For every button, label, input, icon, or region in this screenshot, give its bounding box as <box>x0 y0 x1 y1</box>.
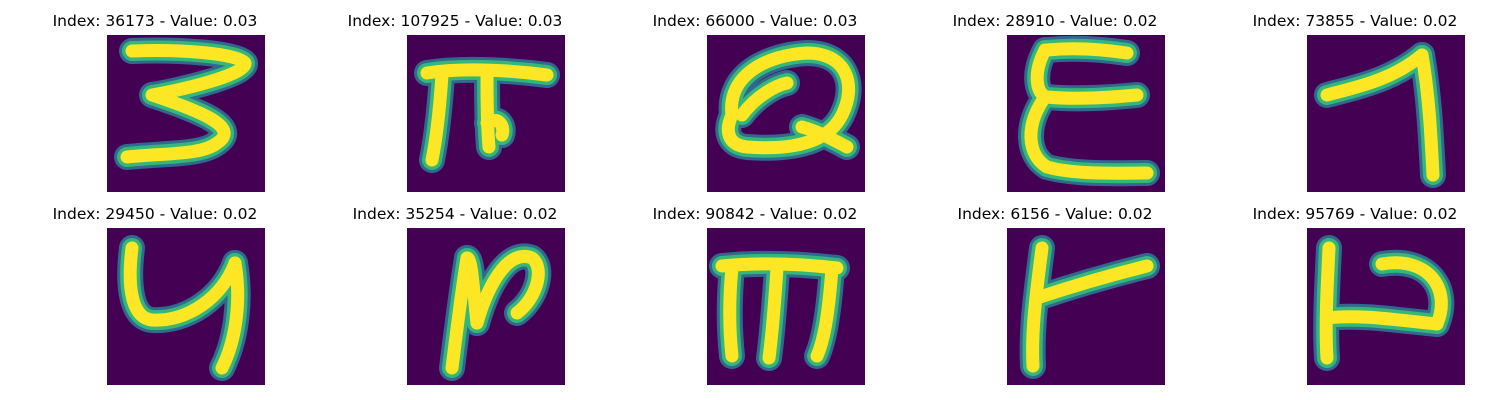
image-panel: Index: 6156 - Value: 0.02 <box>905 193 1205 393</box>
image-panel: Index: 28910 - Value: 0.02 <box>905 0 1205 200</box>
panel-title: Index: 95769 - Value: 0.02 <box>1252 205 1458 223</box>
image-panel: Index: 90842 - Value: 0.02 <box>605 193 905 393</box>
panel-title: Index: 28910 - Value: 0.02 <box>952 12 1158 30</box>
image-panel: Index: 36173 - Value: 0.03 <box>5 0 305 200</box>
digit-image <box>1007 228 1165 385</box>
digit-image <box>107 228 265 385</box>
digit-image <box>707 228 865 385</box>
panel-title: Index: 90842 - Value: 0.02 <box>652 205 858 223</box>
panel-title: Index: 29450 - Value: 0.02 <box>52 205 258 223</box>
panel-title: Index: 36173 - Value: 0.03 <box>52 12 258 30</box>
image-panel: Index: 29450 - Value: 0.02 <box>5 193 305 393</box>
panel-title: Index: 73855 - Value: 0.02 <box>1252 12 1458 30</box>
panel-title: Index: 66000 - Value: 0.03 <box>652 12 858 30</box>
image-panel: Index: 95769 - Value: 0.02 <box>1205 193 1500 393</box>
panel-title: Index: 35254 - Value: 0.02 <box>352 205 558 223</box>
image-panel: Index: 66000 - Value: 0.03 <box>605 0 905 200</box>
digit-image <box>707 35 865 192</box>
image-panel: Index: 35254 - Value: 0.02 <box>305 193 605 393</box>
digit-image <box>1307 228 1465 385</box>
panel-title: Index: 107925 - Value: 0.03 <box>347 12 563 30</box>
digit-image <box>407 35 565 192</box>
panel-title: Index: 6156 - Value: 0.02 <box>957 205 1153 223</box>
digit-image <box>407 228 565 385</box>
digit-image <box>1007 35 1165 192</box>
image-panel: Index: 73855 - Value: 0.02 <box>1205 0 1500 200</box>
digit-image <box>107 35 265 192</box>
image-panel: Index: 107925 - Value: 0.03 <box>305 0 605 200</box>
digit-image <box>1307 35 1465 192</box>
